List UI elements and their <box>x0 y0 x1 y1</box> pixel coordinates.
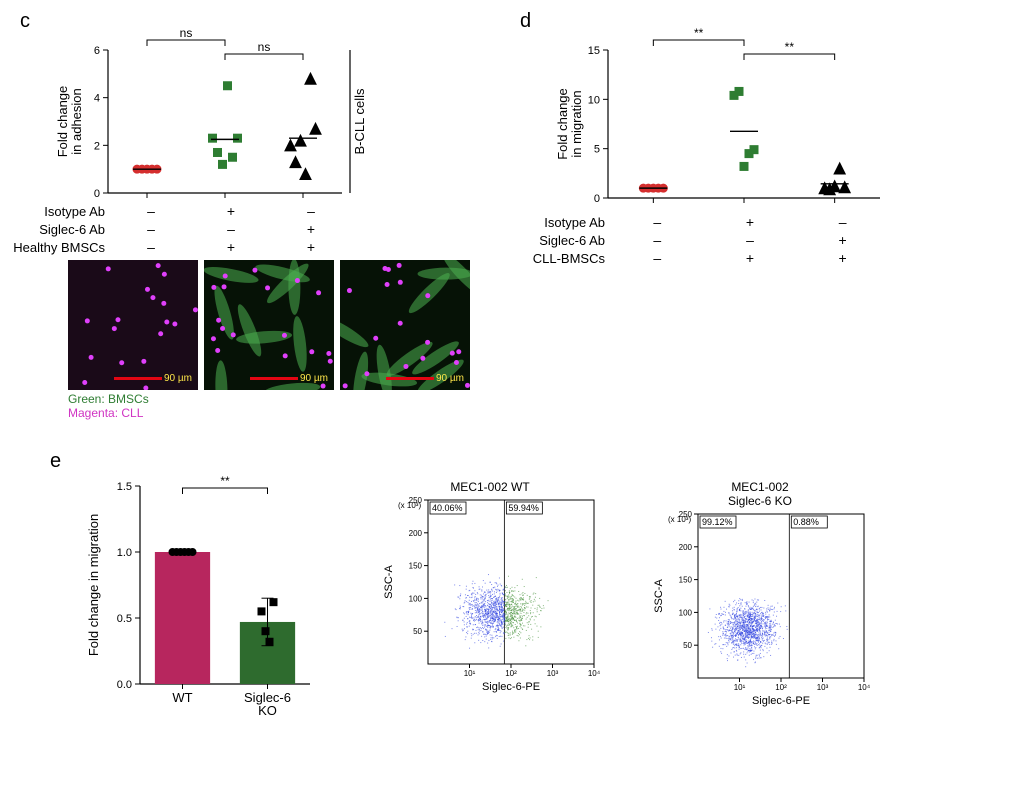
svg-text:10¹: 10¹ <box>734 683 746 692</box>
treatment-value: + <box>704 249 797 267</box>
microscopy-image: 90 µm <box>68 260 198 390</box>
panel-e-label: e <box>50 450 61 473</box>
panel-d: d 051015Fold changein migration**** Isot… <box>520 20 920 420</box>
treatment-value: – <box>191 220 271 238</box>
svg-text:WT: WT <box>172 690 192 705</box>
svg-text:**: ** <box>785 40 795 54</box>
svg-text:40.06%: 40.06% <box>432 503 463 513</box>
svg-text:99.12%: 99.12% <box>702 517 733 527</box>
treatment-value: – <box>111 220 191 238</box>
svg-text:10²: 10² <box>505 669 517 678</box>
facs-ko-svg: 5010015020025010¹10²10³10⁴Siglec-6-PESSC… <box>650 508 870 708</box>
svg-text:50: 50 <box>413 627 422 636</box>
svg-text:ns: ns <box>258 40 271 54</box>
svg-text:6: 6 <box>94 45 100 57</box>
svg-text:B-CLL cells: B-CLL cells <box>352 88 367 154</box>
svg-text:1.5: 1.5 <box>117 481 132 493</box>
svg-text:Siglec-6KO: Siglec-6KO <box>244 690 291 718</box>
svg-text:10²: 10² <box>775 683 787 692</box>
treatment-value: – <box>704 231 797 249</box>
treatment-value: + <box>796 249 889 267</box>
microscopy-image: 90 µm <box>340 260 470 390</box>
svg-text:Siglec-6-PE: Siglec-6-PE <box>482 681 540 693</box>
treatment-value: + <box>271 238 351 256</box>
svg-text:59.94%: 59.94% <box>508 503 539 513</box>
row-bottom: e 0.00.51.01.5Fold change in migrationWT… <box>20 460 991 730</box>
svg-text:10³: 10³ <box>817 683 829 692</box>
svg-text:150: 150 <box>679 576 693 585</box>
svg-text:150: 150 <box>409 562 423 571</box>
treatment-value: – <box>611 231 704 249</box>
panel-e: e 0.00.51.01.5Fold change in migrationWT… <box>20 460 991 730</box>
facs-plot-wt: MEC1-002 WT 5010015020025010¹10²10³10⁴Si… <box>380 480 600 713</box>
treatment-value: + <box>271 220 351 238</box>
svg-text:10: 10 <box>588 94 600 106</box>
svg-text:10⁴: 10⁴ <box>858 683 870 692</box>
facs-plot-ko: MEC1-002Siglec-6 KO 5010015020025010¹10²… <box>650 480 870 713</box>
svg-text:15: 15 <box>588 45 600 57</box>
treatment-value: + <box>191 238 271 256</box>
svg-text:0: 0 <box>94 188 100 200</box>
svg-text:2: 2 <box>94 140 100 152</box>
svg-text:10⁴: 10⁴ <box>588 669 600 678</box>
legend-green: Green: BMSCs <box>68 392 470 406</box>
microscopy-image: 90 µm <box>204 260 334 390</box>
panel-c-label: c <box>20 10 30 33</box>
svg-text:Fold changein adhesion: Fold changein adhesion <box>55 86 84 158</box>
svg-text:SSC-A: SSC-A <box>383 565 395 599</box>
svg-text:Siglec-6-PE: Siglec-6-PE <box>752 695 810 707</box>
panel-c-micro-legend: Green: BMSCs Magenta: CLL <box>68 392 470 420</box>
treatment-label: Siglec-6 Ab <box>494 231 611 249</box>
svg-text:100: 100 <box>409 594 423 603</box>
svg-text:10¹: 10¹ <box>464 669 476 678</box>
svg-text:50: 50 <box>683 641 692 650</box>
svg-text:ns: ns <box>180 26 193 40</box>
svg-text:Fold changein migration: Fold changein migration <box>555 88 584 160</box>
svg-text:100: 100 <box>679 608 693 617</box>
treatment-label: CLL-BMSCs <box>494 249 611 267</box>
facs-ko-title: MEC1-002Siglec-6 KO <box>650 480 870 508</box>
svg-text:0: 0 <box>594 193 600 205</box>
treatment-label: Isotype Ab <box>494 213 611 231</box>
svg-text:10³: 10³ <box>547 669 559 678</box>
facs-wt-title: MEC1-002 WT <box>380 480 600 494</box>
panel-d-label: d <box>520 10 531 33</box>
facs-wt-svg: 5010015020025010¹10²10³10⁴Siglec-6-PESSC… <box>380 494 600 694</box>
panel-c: c 0246Fold changein adhesionB-CLL cellsn… <box>20 20 460 420</box>
svg-text:(x 10³): (x 10³) <box>668 515 691 524</box>
panel-c-strip-chart: 0 2 4 6 Fold changein adhesion B-CLL cells ns n… <box>50 20 370 215</box>
panel-d-strip-chart: 0 5 10 15 Fold changein migration ** ** <box>550 20 890 220</box>
svg-text:SSC-A: SSC-A <box>653 579 665 613</box>
panel-c-microscopy-row: 90 µm90 µm90 µm <box>68 260 470 390</box>
treatment-value: – <box>611 249 704 267</box>
row-top: c 0246Fold changein adhesionB-CLL cellsn… <box>20 20 991 420</box>
legend-magenta: Magenta: CLL <box>68 406 470 420</box>
svg-text:0.0: 0.0 <box>117 679 132 691</box>
svg-text:5: 5 <box>594 144 600 156</box>
panel-c-chart-wrap: 0 2 4 6 Fold changein adhesion B-CLL cells ns n… <box>50 20 470 420</box>
svg-text:1.0: 1.0 <box>117 547 132 559</box>
svg-text:Fold change in migration: Fold change in migration <box>86 514 101 656</box>
svg-text:200: 200 <box>409 529 423 538</box>
svg-text:200: 200 <box>679 543 693 552</box>
svg-text:**: ** <box>694 26 704 40</box>
svg-text:0.5: 0.5 <box>117 613 132 625</box>
svg-text:**: ** <box>220 474 230 488</box>
treatment-label: Isotype Ab <box>0 202 111 220</box>
svg-text:0.88%: 0.88% <box>793 517 819 527</box>
treatment-value: – <box>111 238 191 256</box>
panel-e-bar-chart: 0.0 0.5 1.0 1.5 Fold change in migration WT Si… <box>80 460 320 730</box>
treatment-value: + <box>796 231 889 249</box>
treatment-label: Siglec-6 Ab <box>0 220 111 238</box>
treatment-label: Healthy BMSCs <box>0 238 111 256</box>
panel-d-treatment-table: Isotype Ab–+–Siglec-6 Ab––+CLL-BMSCs–++ <box>494 213 889 267</box>
svg-text:4: 4 <box>94 93 100 105</box>
svg-text:(x 10³): (x 10³) <box>398 501 421 510</box>
